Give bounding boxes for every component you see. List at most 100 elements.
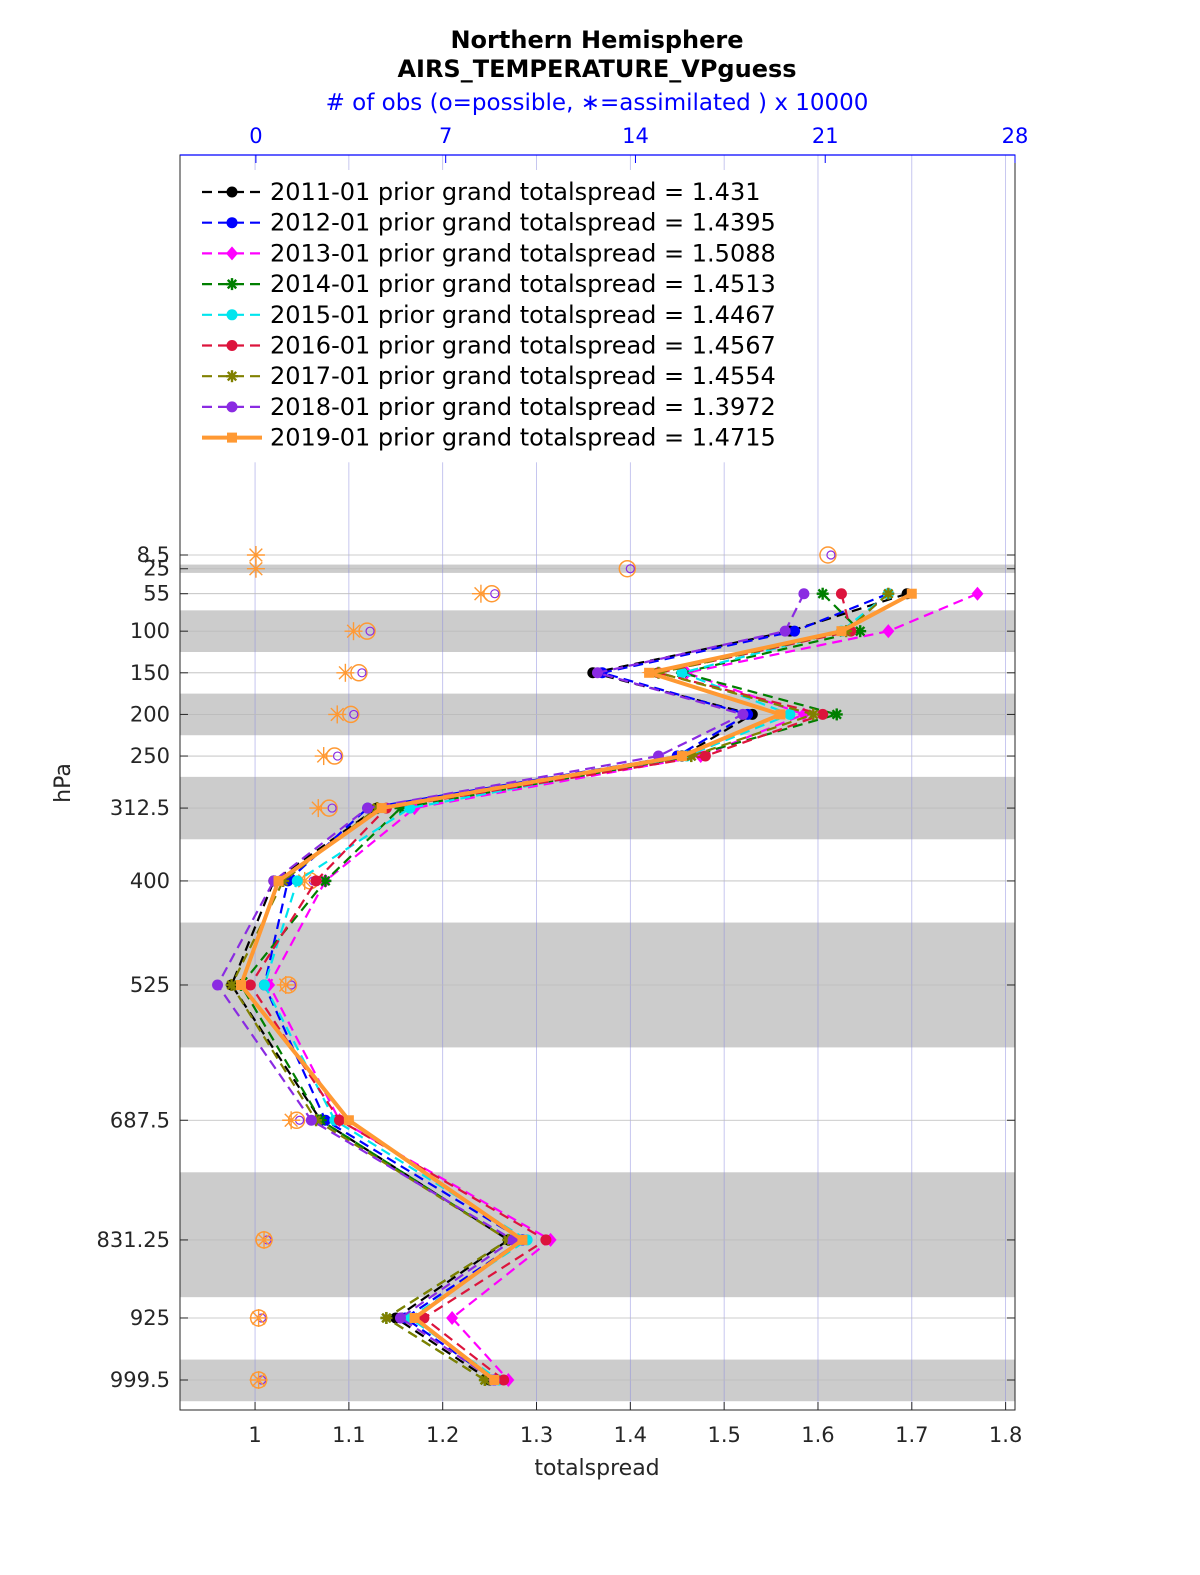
top-tick-label: 28: [1002, 124, 1029, 148]
series-line-8: [238, 591, 913, 1382]
legend-entry: 2016-01 prior grand totalspread = 1.4567: [270, 332, 776, 360]
obs-assimilated-stroke: [249, 548, 263, 562]
y-tick-label: 25: [143, 557, 170, 581]
series-point-7: [362, 802, 374, 814]
top-tick-label: 7: [439, 124, 452, 148]
obs-assimilated-marker: [276, 975, 295, 994]
obs-assimilated-marker: [249, 1371, 268, 1389]
x-tick-label: 1: [248, 1423, 261, 1447]
x-tick-label: 1.5: [707, 1423, 740, 1447]
legend-swatch-marker: [226, 186, 238, 198]
series-point-6: [882, 587, 895, 600]
y-tick-label: 55: [143, 582, 170, 606]
series-point-5: [498, 1374, 510, 1386]
series-point-5: [699, 750, 711, 762]
y-tick-label: 312.5: [110, 796, 170, 820]
y-tick-label: 925: [130, 1306, 170, 1330]
series-point-5: [310, 875, 322, 887]
x-tick-label: 1.3: [520, 1423, 553, 1447]
series-point-7: [212, 979, 224, 991]
axes: 1 1.1 1.2 1.3 1.4 1.5 1.6 1.7 1.8 0 7 14 21 28 8.52555…: [97, 124, 1029, 1447]
obs-assimilated-marker: [309, 799, 328, 818]
series-point-8: [409, 1312, 420, 1323]
obs-assimilated-stroke: [284, 1113, 299, 1128]
obs-assimilated-stroke: [278, 978, 293, 992]
y-axis-label: hPa: [51, 763, 76, 803]
series-point-8: [836, 626, 847, 637]
series-point-5: [540, 1234, 552, 1246]
legend: 2011-01 prior grand totalspread = 1.431 2…: [192, 170, 804, 463]
obs-assimilated-stroke: [346, 624, 361, 639]
chart-title: Northern Hemisphere: [450, 26, 743, 54]
x-tick-label: 1.7: [895, 1423, 928, 1447]
series-point-3: [816, 587, 829, 600]
star-stroke: [320, 875, 331, 887]
series-point-7: [305, 1114, 317, 1126]
series-point-2: [971, 586, 984, 601]
legend-swatch-marker: [226, 309, 238, 321]
obs-assimilated-marker: [344, 622, 363, 641]
chart-subtitle: AIRS_TEMPERATURE_VPguess: [397, 55, 796, 83]
series-point-8: [489, 1375, 500, 1385]
obs-assimilated-stroke: [251, 1373, 266, 1387]
series-point-8: [775, 709, 786, 720]
series-point-8: [517, 1234, 528, 1245]
series-point-4: [291, 875, 303, 887]
star-stroke: [808, 709, 819, 720]
star-stroke: [686, 750, 697, 762]
obs-assimilated-stroke: [330, 707, 345, 722]
obs-assimilated-marker: [255, 1230, 274, 1249]
legend-swatch-marker: [226, 278, 238, 291]
series-point-8: [273, 875, 284, 886]
legend-entry: 2014-01 prior grand totalspread = 1.4513: [270, 270, 776, 298]
y-tick-label: 687.5: [110, 1108, 170, 1132]
series-point-4: [676, 667, 688, 679]
x-tick-label: 1.6: [801, 1423, 834, 1447]
y-tick-label: 250: [130, 744, 170, 768]
legend-swatch-marker: [226, 401, 238, 413]
legend-swatch-marker: [227, 432, 237, 443]
series-point-3: [830, 708, 843, 721]
star-stroke: [226, 279, 238, 290]
series-line-0: [230, 592, 908, 1381]
series-point-5: [333, 1114, 345, 1126]
obs-markers: [246, 546, 837, 1389]
series-point-8: [906, 588, 917, 599]
obs-assimilated-stroke: [316, 749, 331, 763]
star-stroke: [831, 709, 842, 720]
obs-assimilated-marker: [246, 559, 265, 578]
obs-possible-marker: [349, 709, 359, 720]
y-tick-label: 999.5: [110, 1368, 170, 1392]
y-tick-label: 200: [130, 702, 170, 726]
obs-assimilated-marker: [249, 1308, 268, 1327]
obs-possible-marker: [819, 546, 837, 564]
obs-assimilated-marker: [282, 1111, 301, 1130]
x-axis-label: totalspread: [534, 1456, 659, 1481]
obs-assimilated-stroke: [311, 801, 326, 815]
series-lines: [212, 586, 984, 1387]
obs-assimilated-marker: [336, 663, 355, 682]
obs-assimilated-stroke: [338, 665, 353, 680]
series-point-1: [789, 625, 801, 637]
star-stroke: [226, 371, 238, 382]
star-stroke: [883, 588, 894, 599]
legend-swatch-marker: [226, 217, 238, 229]
obs-possible-marker: [332, 751, 343, 761]
star-stroke: [817, 588, 828, 599]
obs-assimilated-stroke: [257, 1233, 271, 1247]
series-point-2: [446, 1310, 459, 1325]
series-point-8: [676, 751, 687, 762]
series-point-2: [882, 624, 895, 639]
x-tick-label: 1.8: [989, 1423, 1022, 1447]
obs-assimilated-stroke: [474, 586, 488, 601]
shaded-layers: [180, 564, 1015, 1402]
legend-entry: 2013-01 prior grand totalspread = 1.5088: [270, 239, 776, 267]
star-stroke: [381, 1312, 392, 1324]
series-point-6: [807, 708, 820, 721]
legend-entry: 2019-01 prior grand totalspread = 1.4715: [270, 424, 776, 452]
series-point-4: [784, 708, 796, 720]
obs-assimilated-marker: [471, 584, 490, 603]
obs-possible-marker: [357, 668, 367, 678]
legend-swatch-marker: [226, 340, 238, 351]
